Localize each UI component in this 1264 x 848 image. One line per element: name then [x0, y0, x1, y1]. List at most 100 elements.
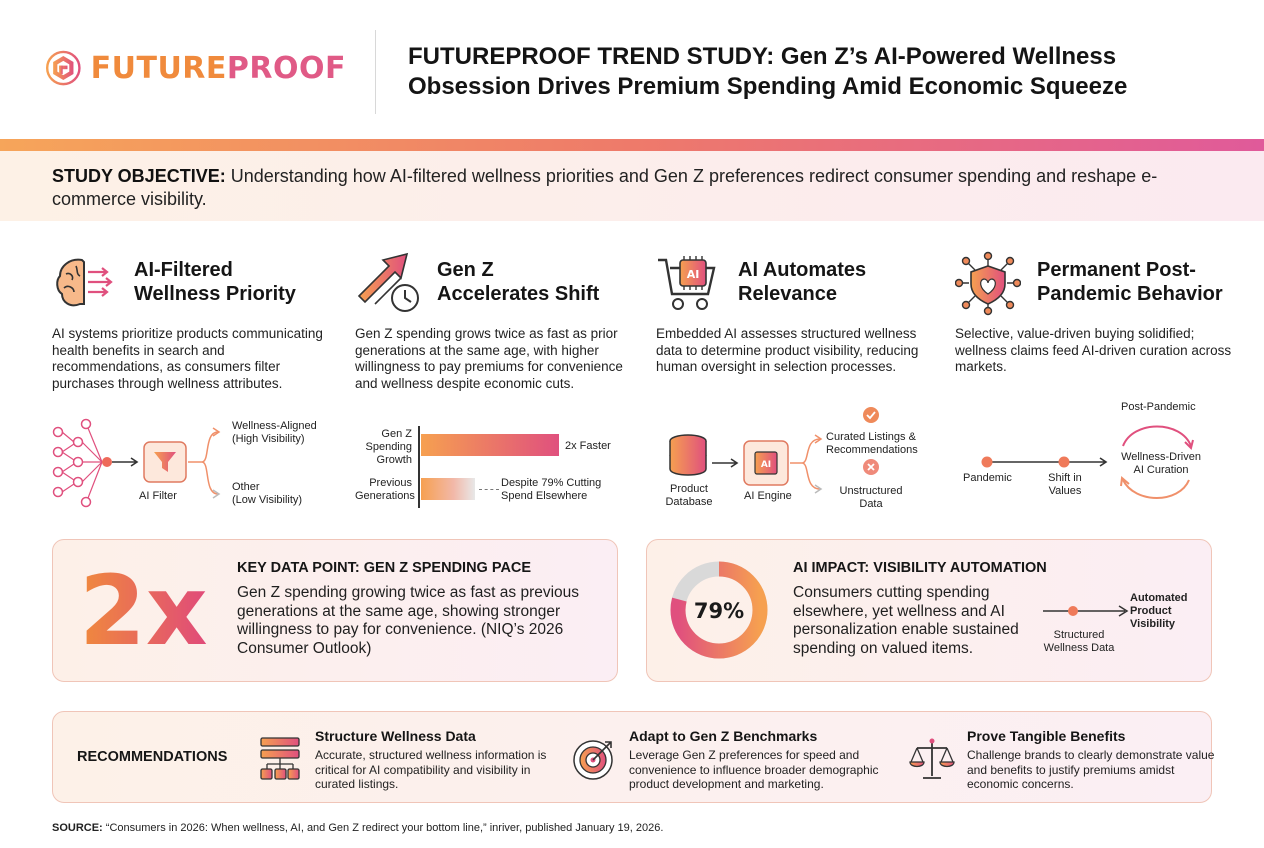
logo-part2: PROOF	[226, 50, 346, 86]
low-visibility-line1: Other	[232, 481, 260, 493]
recommendations-label: RECOMMENDATIONS	[77, 749, 228, 765]
column-title-line2: Wellness Priority	[134, 283, 296, 305]
column-title-line1: Gen Z	[437, 259, 494, 281]
shift-values-line2: Values	[1048, 485, 1082, 497]
donut-value: 79%	[694, 599, 744, 623]
pandemic-label: Pandemic	[963, 472, 1012, 484]
column-ai-filtered: AI-Filtered Wellness Priority AI systems…	[52, 250, 342, 530]
genz-row-label: Gen Z Spending Growth	[355, 428, 413, 467]
key-data-title: KEY DATA POINT: GEN Z SPENDING PACE	[237, 560, 532, 576]
reco-title: Prove Tangible Benefits	[967, 728, 1126, 744]
engine-label: AI Engine	[744, 490, 792, 502]
unstructured-data-line2: Data	[859, 498, 883, 510]
filter-diagram	[52, 418, 221, 508]
ai-impact-title: AI IMPACT: VISIBILITY AUTOMATION	[793, 560, 1047, 576]
page-title-line1: FUTUREPROOF TREND STUDY: Gen Z’s AI-Powe…	[408, 43, 1117, 70]
previous-bar-note-line1: Despite 79% Cutting	[501, 477, 602, 489]
previous-bar-note-line2: Spend Elsewhere	[501, 490, 588, 502]
high-visibility-label: Wellness-Aligned (High Visibility)	[232, 420, 317, 446]
logo-wordmark: FUTUREPROOF	[91, 51, 346, 86]
brain-arrows-icon	[56, 258, 113, 307]
post-pandemic-label: Post-Pandemic	[1121, 401, 1196, 413]
column-title-line2: Relevance	[738, 283, 837, 305]
key-data-card: 2x KEY DATA POINT: GEN Z SPENDING PACE G…	[52, 539, 618, 682]
visibility-flow-arrow	[1043, 605, 1129, 617]
column-gen-z: Gen Z Accelerates Shift Gen Z spending g…	[355, 250, 645, 530]
ai-impact-text: Consumers cutting spending elsewhere, ye…	[793, 584, 1019, 657]
note-dashed-line	[479, 489, 499, 490]
curated-listings-label: Curated Listings & Recommendations	[826, 431, 918, 457]
key-data-value: 2x	[79, 555, 208, 667]
chip-label: AI	[761, 460, 771, 470]
column-description: AI systems prioritize products communica…	[52, 326, 323, 391]
header-divider	[375, 30, 376, 114]
source-text: “Consumers in 2026: When wellness, AI, a…	[102, 822, 664, 834]
database-label-line1: Product	[670, 483, 708, 495]
balance-scale-icon	[909, 738, 955, 779]
flow-source-line2: Wellness Data	[1043, 642, 1115, 654]
column-post-pandemic: Permanent Post- Pandemic Behavior Select…	[955, 250, 1245, 530]
previous-bar	[421, 478, 475, 500]
donut-chart: 79%	[670, 561, 768, 659]
reco-text: Accurate, structured wellness informatio…	[315, 748, 547, 791]
reco-title: Adapt to Gen Z Benchmarks	[629, 728, 818, 744]
previous-row-label-line2: Generations	[355, 490, 415, 502]
shield-heart-network-icon	[955, 251, 1021, 316]
genz-row-label-line3: Growth	[376, 454, 412, 466]
cart-ai-chip-icon: AI	[658, 256, 716, 310]
column-title: AI-Filtered Wellness Priority	[134, 258, 296, 306]
column-title-line1: AI Automates	[738, 259, 867, 281]
key-data-text: Gen Z spending growing twice as fast as …	[237, 584, 580, 657]
shift-values-line1: Shift in	[1048, 472, 1082, 484]
curation-line1: Wellness-Driven	[1121, 451, 1201, 463]
unstructured-data-line1: Unstructured	[839, 485, 903, 497]
target-icon	[573, 740, 613, 780]
previous-row-label: Previous Generations	[355, 477, 415, 503]
column-title: Gen Z Accelerates Shift	[437, 258, 599, 306]
hierarchy-icon	[260, 737, 300, 780]
flow-source-label: Structured Wellness Data	[1039, 629, 1119, 655]
objective-text: Understanding how AI-filtered wellness p…	[52, 166, 1158, 209]
unstructured-data-label: Unstructured Data	[826, 485, 916, 511]
previous-bar-note: Despite 79% Cutting Spend Elsewhere	[501, 477, 601, 503]
reco-title: Structure Wellness Data	[315, 728, 476, 744]
page-title-line2: Obsession Drives Premium Spending Amid E…	[408, 73, 1128, 100]
database-label: Product Database	[660, 483, 718, 509]
svg-text:AI: AI	[687, 268, 700, 281]
study-objective: STUDY OBJECTIVE: Understanding how AI-fi…	[0, 151, 1264, 221]
curation-line2: AI Curation	[1133, 464, 1189, 476]
column-title-line1: AI-Filtered	[134, 259, 233, 281]
reco-text: Leverage Gen Z preferences for speed and…	[629, 748, 879, 791]
genz-bar-value: 2x Faster	[565, 440, 611, 452]
header: FUTUREPROOF FUTUREPROOF TREND STUDY: Gen…	[0, 0, 1264, 140]
column-title: Permanent Post- Pandemic Behavior	[1037, 258, 1223, 306]
source-citation: SOURCE: “Consumers in 2026: When wellnes…	[52, 822, 663, 834]
logo-hexagon-icon	[46, 50, 81, 86]
column-description: Gen Z spending grows twice as fast as pr…	[355, 326, 623, 391]
previous-row-label-line1: Previous	[369, 477, 412, 489]
logo-part1: FUTURE	[90, 50, 227, 86]
gradient-divider	[0, 139, 1264, 151]
flow-target-line1: Automated	[1130, 592, 1188, 604]
column-title-line2: Accelerates Shift	[437, 283, 600, 305]
curated-listings-line2: Recommendations	[826, 444, 918, 456]
database-label-line2: Database	[665, 496, 713, 508]
page-title: FUTUREPROOF TREND STUDY: Gen Z’s AI-Powe…	[408, 42, 1228, 102]
filter-label: AI Filter	[139, 490, 177, 502]
column-title: AI Automates Relevance	[738, 258, 866, 306]
chart-axis	[418, 426, 420, 508]
recommendations-panel: RECOMMENDATIONS Structure Wellness Data …	[52, 711, 1214, 803]
column-ai-relevance: AI AI Automates Relevance Embedded AI as…	[656, 250, 946, 530]
curation-label: Wellness-Driven AI Curation	[1117, 451, 1205, 477]
shift-values-label: Shift in Values	[1043, 472, 1087, 498]
flow-target-line3: Visibility	[1130, 618, 1176, 630]
genz-row-label-line1: Gen Z	[381, 428, 412, 440]
donut-arc	[670, 561, 768, 659]
column-description: Embedded AI assesses structured wellness…	[656, 326, 919, 374]
flow-target-label: Automated Product Visibility	[1130, 592, 1187, 631]
trend-arrows-clock-icon	[357, 252, 419, 312]
source-label: SOURCE:	[52, 822, 103, 834]
logo[interactable]: FUTUREPROOF	[46, 40, 346, 96]
objective-label: STUDY OBJECTIVE:	[52, 166, 226, 186]
genz-row-label-line2: Spending	[365, 441, 413, 453]
